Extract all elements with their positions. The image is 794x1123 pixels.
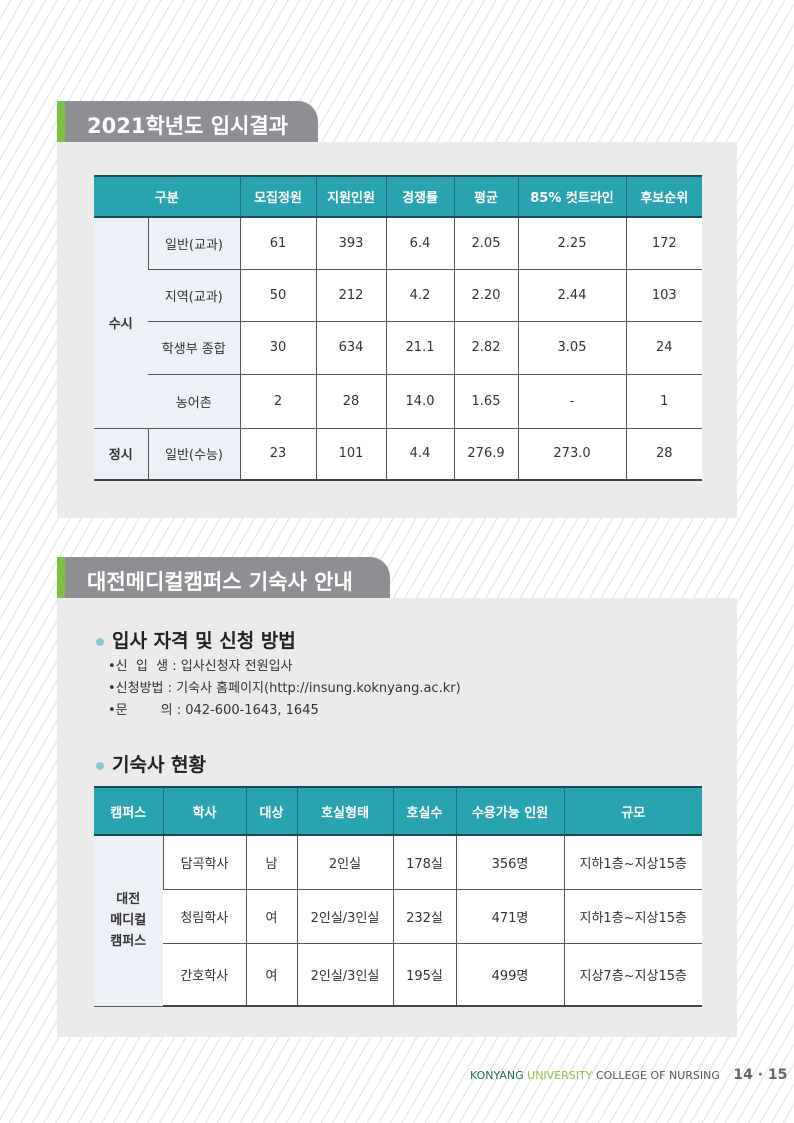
value-cell: - [517,374,627,429]
subcategory-cell: 농어촌 [148,374,241,429]
value-cell: 담곡학사 [162,835,246,890]
value-cell: 24 [625,321,703,375]
value-cell: 2인실/3인실 [296,943,393,1007]
campus-cell: 대전 메디컬 캠퍼스 [94,835,163,1007]
subcategory-cell: 학생부 종합 [148,321,241,375]
header-average: 평균 [453,175,519,218]
subcategory-cell: 일반(수능) [147,428,241,481]
table-row: 농어촌 2 28 14.0 1.65-1 [94,374,703,429]
footer-university: UNIVERSITY [527,1069,593,1082]
value-cell: 2.20 [453,269,519,322]
value-cell: 23 [239,428,317,481]
table-row: 간호학사 여 2인실/3인실 195실 499명 지상7층~지상15층 [94,943,702,1007]
value-cell: 2인실 [296,835,393,890]
value-cell: 6.4 [385,217,455,270]
table-row: 정시 일반(수능) 23 101 4.4 276.9 273.0 28 [94,428,703,481]
section-title-dormitory: 대전메디컬캠퍼스 기숙사 안내 [57,557,390,598]
apply-heading-text: 입사 자격 및 신청 방법 [112,630,296,652]
dorm-heading: 기숙사 현황 [96,750,206,777]
value-cell: 634 [315,321,387,375]
info-new-student: •신 입 생 : 입사신청자 전원입사 [108,659,293,674]
value-cell: 2 [239,374,317,429]
header-applicants: 지원인원 [315,175,387,218]
footer-konyang: KONYANG [470,1069,524,1082]
value-cell: 50 [239,269,317,322]
table-row: 청림학사 여 2인실/3인실 232실 471명 지하1층~지상15층 [94,889,702,944]
header-category: 구분 [94,175,241,218]
info-contact: •문 의 : 042-600-1643, 1645 [108,703,319,718]
header-ratio: 경쟁률 [385,175,455,218]
header-capacity: 수용가능 인원 [455,786,564,836]
header-target: 대상 [245,786,297,836]
value-cell: 1.65 [453,374,519,429]
table-row: 지역(교과) 50 212 4.2 2.20 2.44 103 [94,269,703,322]
value-cell: 393 [315,217,387,270]
value-cell: 2.25 [517,217,627,270]
dormitory-table: 캠퍼스 학사 대상 호실형태 호실수 수용가능 인원 규모 대전 메디컬 캠퍼스… [94,786,702,1007]
value-cell: 2.05 [453,217,519,270]
value-cell: 471명 [455,889,564,944]
value-cell: 61 [239,217,317,270]
value-cell: 남 [245,835,297,890]
table-row: 대전 메디컬 캠퍼스 담곡학사 남 2인실 178실 356명 지하1층~지상15층 [94,835,702,1007]
value-cell: 28 [315,374,387,429]
bullet-icon [96,637,104,646]
value-cell: 178실 [392,835,456,890]
header-room-count: 호실수 [392,786,456,836]
value-cell: 103 [625,269,703,322]
value-cell: 212 [315,269,387,322]
value-cell: 232실 [392,889,456,944]
header-quota: 모집정원 [239,175,317,218]
value-cell: 여 [245,943,297,1007]
header-scale: 규모 [563,786,702,836]
subcategory-cell: 일반(교과) [147,217,241,270]
table-row: 수시 일반(교과) 61 393 6.4 2.05 2.25 172 [94,217,703,429]
apply-heading: 입사 자격 및 신청 방법 [96,626,296,653]
table-row: 학생부 종합 30 634 21.1 2.82 3.05 24 [94,321,703,375]
value-cell: 4.4 [385,428,455,481]
page-numbers: 14 · 15 [733,1067,788,1083]
value-cell: 30 [239,321,317,375]
value-cell: 28 [625,428,703,481]
dorm-heading-text: 기숙사 현황 [112,754,207,776]
header-waitlist: 후보순위 [625,175,703,218]
value-cell: 청림학사 [163,889,246,944]
value-cell: 2인실/3인실 [296,889,393,944]
value-cell: 4.2 [385,269,455,322]
value-cell: 3.05 [517,321,627,375]
value-cell: 지상7층~지상15층 [563,943,702,1007]
value-cell: 172 [625,217,703,270]
footer-college: COLLEGE OF NURSING [595,1069,720,1082]
header-campus: 캠퍼스 [94,786,163,836]
value-cell: 여 [245,889,297,944]
value-cell: 276.9 [453,428,519,481]
value-cell: 14.0 [385,374,455,429]
value-cell: 273.0 [517,428,627,481]
value-cell: 지하1층~지상15층 [563,835,702,890]
value-cell: 지하1층~지상15층 [563,889,702,944]
bullet-icon [96,761,104,770]
value-cell: 21.1 [385,321,455,375]
subcategory-cell: 지역(교과) [148,269,241,322]
value-cell: 356명 [455,835,564,890]
value-cell: 간호학사 [163,943,246,1007]
footer: KONYANG UNIVERSITY COLLEGE OF NURSING 14… [470,1067,787,1083]
value-cell: 1 [625,374,703,429]
info-method: •신청방법 : 기숙사 홈페이지(http://insung.koknyang.… [108,681,461,696]
admission-table: 구분 모집정원 지원인원 경쟁률 평균 85% 컷트라인 후보순위 수시 일반(교… [94,175,703,481]
section-title-admission: 2021학년도 입시결과 [57,101,318,142]
header-cutline: 85% 컷트라인 [517,175,627,218]
value-cell: 499명 [455,943,564,1007]
value-cell: 2.44 [517,269,627,322]
group-label: 수시 [94,217,148,429]
header-room-type: 호실형태 [296,786,393,836]
header-hall: 학사 [162,786,246,836]
value-cell: 195실 [392,943,456,1007]
value-cell: 2.82 [453,321,519,375]
apply-info: •신 입 생 : 입사신청자 전원입사 •신청방법 : 기숙사 홈페이지(htt… [108,656,461,722]
value-cell: 101 [315,428,387,481]
group-label: 정시 [94,428,148,481]
